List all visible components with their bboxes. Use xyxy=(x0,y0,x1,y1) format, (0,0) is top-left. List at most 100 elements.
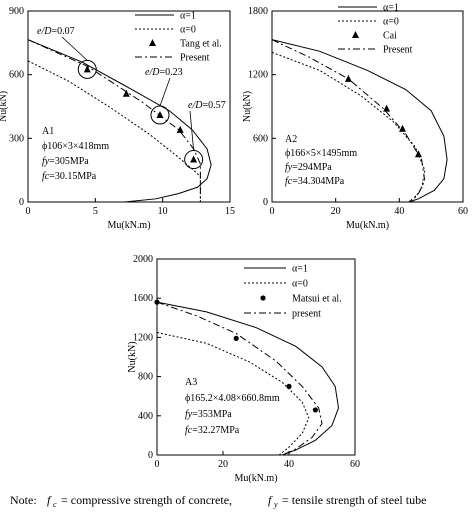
chart-a1-x-tick-label: 10 xyxy=(158,206,168,217)
chart-a3-marker-point xyxy=(286,383,292,389)
chart-a1-legend-label: Present xyxy=(180,53,210,64)
chart-a2-legend-swatch xyxy=(352,31,359,38)
chart-a1-legend-label: α=1 xyxy=(180,11,196,22)
chart-a3-marker-point xyxy=(233,335,239,341)
chart-a3-y-tick-label: 0 xyxy=(148,450,153,461)
chart-a3-marker-point xyxy=(312,407,318,413)
chart-a1-marker-point xyxy=(190,155,198,163)
chart-a1-x-axis-label: Mu(kN.m) xyxy=(107,220,150,231)
chart-a1: 0 5 10 15 0 300 600 900 Mu(kN.m) Nu(kN) e/D=0.07 e/… xyxy=(0,6,235,231)
chart-a1-specimen-text: A1 xyxy=(42,126,54,137)
chart-a2-specimen-text: fc=34.304MPa xyxy=(285,176,345,187)
chart-a1-legend-swatch xyxy=(149,39,156,46)
chart-a1-y-tick-label: 0 xyxy=(19,197,24,208)
chart-a1-y-tick-label: 300 xyxy=(9,133,24,144)
chart-a2: 0 20 40 60060012001800Mu(kN.m)Nu(kN)α=1α=0C… xyxy=(242,3,468,232)
chart-a1-annotation-leader xyxy=(159,77,171,107)
chart-a2-legend-label: Cai xyxy=(383,31,397,42)
chart-a3-x-tick-label: 0 xyxy=(155,459,160,470)
chart-a3-y-tick-label: 400 xyxy=(138,411,153,422)
chart-a3-legend-label: α=0 xyxy=(292,279,308,290)
chart-a1-ed-annotation: e/D=0.07 xyxy=(37,26,75,37)
chart-a3-marker-point xyxy=(154,299,160,305)
chart-a3-specimen-text: fy=353MPa xyxy=(185,409,232,420)
chart-a1-series-line xyxy=(27,39,201,202)
chart-a2-marker-point xyxy=(344,74,352,82)
chart-a2-legend-label: α=0 xyxy=(383,17,399,28)
chart-a2-series-line xyxy=(271,51,426,203)
chart-a1-highlight-circle xyxy=(77,59,97,79)
chart-a2-plot-frame xyxy=(271,10,464,203)
chart-a3-legend-label: α=1 xyxy=(292,264,308,275)
chart-a2-marker-point xyxy=(383,104,391,112)
chart-a2-legend-label: α=1 xyxy=(383,3,399,14)
footnote: Note: f c = compressive strength of conc… xyxy=(10,493,426,509)
chart-a3-series-line xyxy=(156,301,340,456)
chart-a1-annotation-leader xyxy=(189,110,195,151)
chart-a3-specimen-text: ϕ165.2×4.08×660.8mm xyxy=(185,393,280,404)
note-fc-symbol: f xyxy=(47,493,52,507)
chart-a2-x-tick-label: 60 xyxy=(458,206,468,217)
note-fc-subscript: c xyxy=(53,500,57,509)
chart-a1-annotation-leader xyxy=(61,36,88,61)
chart-a3-legend-label: present xyxy=(292,309,321,320)
chart-a3-y-tick-label: 1600 xyxy=(133,293,153,304)
chart-a3-specimen-text: fc=32.27MPa xyxy=(185,425,240,436)
chart-a2-marker-point xyxy=(414,150,422,158)
chart-a1-y-axis-label: Nu(kN) xyxy=(0,91,9,122)
chart-a3-x-tick-label: 60 xyxy=(350,459,360,470)
chart-a3-plot-frame xyxy=(156,258,356,456)
chart-a1-marker-point xyxy=(122,89,130,97)
chart-a3-series-line xyxy=(156,332,310,456)
note-fy-symbol: f xyxy=(268,493,273,507)
chart-a2-y-tick-label: 0 xyxy=(263,197,268,208)
chart-a1-legend-label: α=0 xyxy=(180,25,196,36)
chart-a1-specimen-text: fy=305MPa xyxy=(42,156,89,167)
chart-a2-specimen-text: ϕ166×5×1495mm xyxy=(285,148,357,159)
chart-a3-x-tick-label: 20 xyxy=(218,459,228,470)
chart-a2-series-line xyxy=(271,39,426,203)
chart-a2-x-axis-label: Mu(kN.m) xyxy=(346,220,389,231)
chart-a1-specimen-text: fc=30.15MPa xyxy=(42,171,97,182)
chart-a3: 0 20 40 60 0 400 800 1200 1600 2000 Mu(kN.m) Nu(kN)… xyxy=(127,254,360,484)
note-prefix: Note: xyxy=(10,493,37,507)
chart-a2-specimen-text: A2 xyxy=(285,134,297,145)
chart-a1-x-tick-label: 5 xyxy=(93,206,98,217)
chart-a1-marker-point xyxy=(176,125,184,133)
chart-a2-specimen-text: fy=294MPa xyxy=(285,162,332,173)
chart-a2-x-tick-label: 0 xyxy=(270,206,275,217)
chart-a2-series-line xyxy=(271,39,448,203)
chart-a1-series-line xyxy=(27,39,212,203)
chart-a1-y-tick-label: 600 xyxy=(9,70,24,81)
chart-a2-y-axis-label: Nu(kN) xyxy=(242,91,253,122)
note-fy-subscript: y xyxy=(273,500,278,509)
chart-a1-ed-annotation: e/D=0.23 xyxy=(145,67,183,78)
chart-a3-x-axis-label: Mu(kN.m) xyxy=(234,473,277,484)
chart-a1-marker-point xyxy=(83,65,91,73)
chart-a3-y-tick-label: 1200 xyxy=(133,332,153,343)
chart-a1-legend-label: Tang et al. xyxy=(180,39,222,50)
chart-a3-legend-swatch xyxy=(260,295,266,301)
chart-a3-series-line xyxy=(156,301,323,456)
chart-a3-y-tick-label: 800 xyxy=(138,372,153,383)
chart-a2-y-tick-label: 1800 xyxy=(248,6,268,17)
note-fc-text: = compressive strength of concrete, xyxy=(61,493,232,507)
note-fy-text: = tensile strength of steel tube xyxy=(282,493,426,507)
chart-a2-y-tick-label: 600 xyxy=(253,133,268,144)
chart-a3-x-tick-label: 40 xyxy=(284,459,294,470)
chart-a1-x-tick-label: 0 xyxy=(26,206,31,217)
chart-a1-specimen-text: ϕ106×3×418mm xyxy=(42,141,109,152)
chart-a2-legend-label: Present xyxy=(383,45,413,56)
chart-a1-x-tick-label: 15 xyxy=(225,206,235,217)
chart-a3-y-tick-label: 2000 xyxy=(133,254,153,265)
chart-a3-legend-label: Matsui et al. xyxy=(292,294,342,305)
chart-a1-marker-point xyxy=(156,110,164,118)
chart-a2-marker-point xyxy=(399,124,407,132)
chart-a3-specimen-text: A3 xyxy=(185,377,197,388)
chart-a2-x-tick-label: 40 xyxy=(394,206,404,217)
chart-a2-x-tick-label: 20 xyxy=(331,206,341,217)
chart-a1-series-line xyxy=(27,60,201,202)
chart-a3-y-axis-label: Nu(kN) xyxy=(127,341,138,372)
chart-a1-ed-annotation: e/D=0.57 xyxy=(188,100,226,111)
